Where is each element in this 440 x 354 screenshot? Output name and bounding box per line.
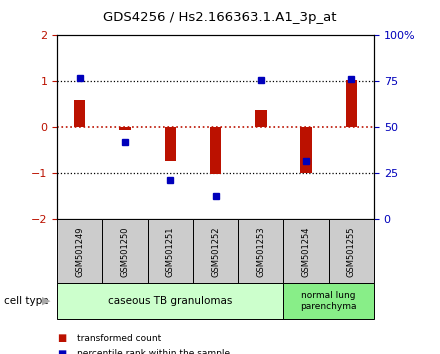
Text: GSM501253: GSM501253 xyxy=(257,226,265,277)
Text: GSM501252: GSM501252 xyxy=(211,226,220,276)
Bar xyxy=(148,219,193,283)
Bar xyxy=(57,219,103,283)
Text: GSM501251: GSM501251 xyxy=(166,226,175,276)
Bar xyxy=(283,219,329,283)
Text: ▶: ▶ xyxy=(42,296,51,306)
Bar xyxy=(329,219,374,283)
Bar xyxy=(119,127,131,130)
Text: GSM501249: GSM501249 xyxy=(75,226,84,276)
Text: ■: ■ xyxy=(57,333,66,343)
Bar xyxy=(238,219,283,283)
Bar xyxy=(103,219,148,283)
Text: GSM501250: GSM501250 xyxy=(121,226,130,276)
Bar xyxy=(210,127,221,175)
Text: cell type: cell type xyxy=(4,296,49,306)
Text: GSM501254: GSM501254 xyxy=(301,226,311,276)
Text: GDS4256 / Hs2.166363.1.A1_3p_at: GDS4256 / Hs2.166363.1.A1_3p_at xyxy=(103,11,337,24)
Bar xyxy=(301,127,312,173)
Bar xyxy=(165,127,176,161)
Bar xyxy=(57,283,283,319)
Bar xyxy=(193,219,238,283)
Text: percentile rank within the sample: percentile rank within the sample xyxy=(77,349,230,354)
Text: GSM501255: GSM501255 xyxy=(347,226,356,276)
Bar xyxy=(74,100,85,127)
Bar xyxy=(255,110,267,127)
Bar xyxy=(346,80,357,127)
Text: transformed count: transformed count xyxy=(77,333,161,343)
Text: ■: ■ xyxy=(57,349,66,354)
Text: caseous TB granulomas: caseous TB granulomas xyxy=(108,296,232,306)
Bar xyxy=(283,283,374,319)
Text: normal lung
parenchyma: normal lung parenchyma xyxy=(301,291,357,310)
